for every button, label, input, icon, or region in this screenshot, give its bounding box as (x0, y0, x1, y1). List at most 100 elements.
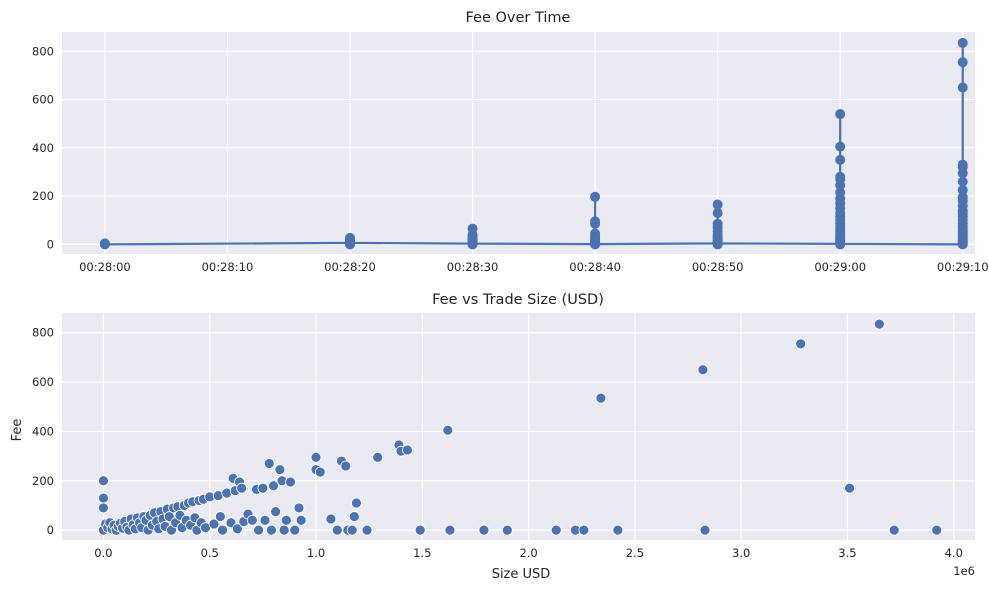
scatter-point (414, 524, 426, 536)
fee-point (344, 232, 355, 243)
scatter-point (361, 524, 373, 536)
scatter-point (346, 524, 358, 536)
y-tick-label: 200 (32, 474, 54, 488)
fee-point (957, 57, 968, 68)
y-tick-labels-bottom: 0 200 400 600 800 (32, 326, 54, 537)
scatter-point (331, 524, 343, 536)
x-tick-label: 3.0 (732, 546, 750, 560)
scatter-point (697, 364, 709, 376)
chart-title-bottom: Fee vs Trade Size (USD) (432, 292, 604, 308)
x-tick-label: 00:29:10 (937, 260, 989, 274)
gridlines-bottom (62, 313, 975, 540)
x-tick-label: 3.5 (838, 546, 856, 560)
x-tick-label: 00:28:50 (692, 260, 744, 274)
scatter-point (246, 514, 258, 526)
fee-point (835, 171, 846, 182)
y-tick-label: 800 (32, 44, 54, 58)
fee-point (467, 223, 478, 234)
scatter-point (444, 524, 456, 536)
y-tick-label: 800 (32, 326, 54, 340)
fee-point (957, 176, 968, 187)
y-tick-label: 600 (32, 93, 54, 107)
scatter-point (98, 502, 109, 514)
scatter-point (340, 460, 352, 472)
scatter-point (442, 424, 454, 436)
scatter-point (595, 392, 607, 404)
x-tick-label: 0.5 (201, 546, 219, 560)
fee-point (835, 154, 846, 165)
scatter-point (274, 464, 286, 476)
x-tick-label: 0.0 (94, 546, 112, 560)
x-tick-label: 1.0 (307, 546, 325, 560)
x-tick-label: 00:29:00 (814, 260, 866, 274)
scatter-point (217, 524, 228, 536)
plot-area-top (62, 32, 975, 254)
scatter-point (351, 497, 362, 509)
y-tick-label: 200 (32, 189, 54, 203)
scatter-point (257, 482, 269, 494)
scatter-point (873, 318, 885, 330)
x-tick-labels-top: 00:28:00 00:28:10 00:28:20 00:28:30 00:28:40… (79, 260, 989, 274)
y-tick-labels-top: 0 200 400 600 800 (32, 44, 54, 251)
fee-point (590, 191, 601, 202)
x-tick-label: 4.0 (945, 546, 963, 560)
x-tick-label: 2.5 (626, 546, 644, 560)
fee-point (957, 82, 968, 93)
fee-point (835, 187, 846, 198)
x-tick-label: 00:28:30 (447, 260, 499, 274)
fee-point (712, 218, 723, 229)
x-tick-label: 00:28:20 (324, 260, 376, 274)
scatter-point (310, 451, 322, 463)
scatter-point (278, 524, 290, 536)
scatter-point (844, 482, 855, 494)
y-tick-label: 400 (32, 424, 54, 438)
scatter-point (268, 480, 279, 492)
fee-point (835, 109, 846, 120)
fee-point (957, 192, 968, 203)
scatter-point (478, 524, 490, 536)
scatter-point (253, 524, 265, 536)
y-tick-label: 0 (47, 523, 54, 537)
scatter-point (372, 451, 384, 463)
y-axis-label-bottom: Fee (10, 419, 25, 442)
y-tick-label: 400 (32, 141, 54, 155)
scatter-point (402, 444, 413, 456)
scatter-point (285, 476, 296, 488)
fee-point (712, 199, 723, 210)
scatter-point (263, 458, 275, 469)
y-tick-label: 0 (47, 237, 54, 251)
scatter-point (348, 511, 360, 522)
scatter-point (98, 492, 109, 504)
fee-point (99, 238, 110, 249)
scatter-point (795, 338, 807, 350)
scatter-point (270, 506, 282, 518)
scatter-point (293, 502, 305, 514)
x-tick-labels-bottom: 0.0 0.5 1.0 1.5 2.0 2.5 3.0 3.5 4.0 (94, 546, 963, 560)
fee-point (590, 216, 601, 227)
fee-point (590, 228, 601, 239)
x-tick-label: 2.0 (519, 546, 537, 560)
x-tick-label: 00:28:40 (569, 260, 621, 274)
scatter-point (259, 514, 271, 526)
x-tick-label: 1.5 (413, 546, 431, 560)
scatter-point (214, 511, 226, 522)
scatter-point (612, 524, 624, 536)
x-offset-label-bottom: 1e6 (953, 564, 975, 578)
chart-title-top: Fee Over Time (466, 10, 571, 26)
scatter-point (295, 514, 307, 526)
scatter-point (314, 466, 326, 478)
scatter-point (325, 513, 337, 525)
scatter-point (578, 524, 590, 536)
fee-point (957, 37, 968, 48)
scatter-point (280, 514, 292, 526)
x-tick-label: 00:28:00 (79, 260, 131, 274)
scatter-point (98, 475, 109, 487)
fee-point (712, 207, 723, 218)
fee-points-top (99, 37, 968, 250)
scatter-point (501, 524, 513, 536)
y-tick-label: 600 (32, 375, 54, 389)
scatter-points-bottom (98, 318, 943, 536)
scatter-point (231, 523, 243, 535)
scatter-point (236, 482, 248, 494)
